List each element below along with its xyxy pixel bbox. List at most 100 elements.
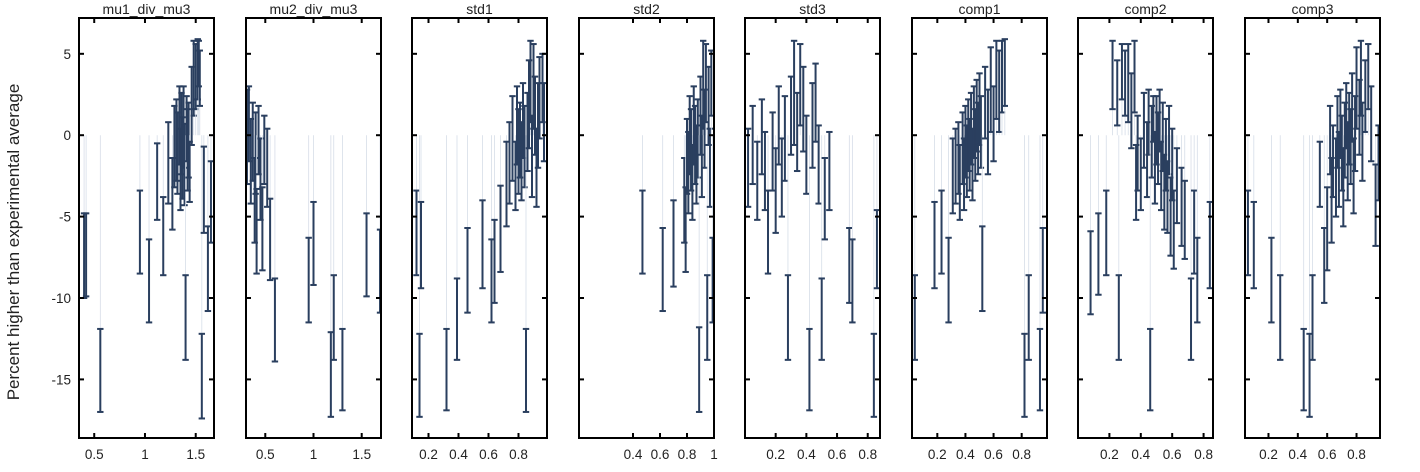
x-tick-label: 0.8 xyxy=(509,447,528,462)
x-tick-label: 0.8 xyxy=(1347,447,1366,462)
errorbar-point xyxy=(693,124,700,205)
errorbar-point xyxy=(540,82,547,163)
x-tick-label: 0.2 xyxy=(1100,447,1119,462)
errorbar-point xyxy=(1316,135,1324,208)
errorbar-point xyxy=(417,135,425,290)
errorbar-point xyxy=(938,135,945,275)
errorbar-point xyxy=(764,135,772,275)
errorbar-series xyxy=(745,39,880,418)
errorbar-point xyxy=(160,135,167,277)
x-tick-label: 0.6 xyxy=(1318,447,1337,462)
errorbar-point xyxy=(1157,135,1165,212)
errorbar-point xyxy=(1025,135,1032,361)
panel-frame xyxy=(411,17,548,439)
errorbar-point xyxy=(818,135,825,361)
errorbar-point xyxy=(97,135,104,413)
errorbar-point xyxy=(363,135,370,298)
errorbar-point xyxy=(185,101,192,179)
x-tick-label: 0.8 xyxy=(678,447,697,462)
x-tick-label: 0.4 xyxy=(956,447,975,462)
errorbar-point xyxy=(530,43,537,136)
panel-comp3: comp3 0.2 0.4 0.6 0.8 xyxy=(1244,1,1381,462)
y-tick-label: -5 xyxy=(59,210,71,225)
errorbar-point xyxy=(1036,135,1044,412)
errorbar-point xyxy=(749,104,756,186)
errorbar-point xyxy=(1109,39,1116,136)
errorbar-point xyxy=(815,124,822,205)
errorbar-point xyxy=(974,101,982,176)
errorbar-point xyxy=(639,135,646,275)
errorbar-point xyxy=(1131,39,1138,136)
y-tick-label: -10 xyxy=(51,291,71,306)
errorbar-point xyxy=(1140,91,1148,169)
x-tick-label: 0.8 xyxy=(1012,447,1031,462)
panel-title: mu1_div_mu3 xyxy=(103,1,191,17)
errorbar-point xyxy=(255,104,262,176)
errorbar-point xyxy=(1134,114,1141,192)
errorbar-point xyxy=(464,135,471,314)
errorbar-point xyxy=(1300,135,1307,412)
errorbar-point xyxy=(1145,88,1152,156)
errorbar-series xyxy=(1087,39,1213,412)
errorbar-point xyxy=(339,135,346,412)
errorbar-point xyxy=(695,135,703,413)
panel-title: std2 xyxy=(633,1,660,17)
errorbar-point xyxy=(800,65,807,153)
errorbar-series xyxy=(1245,39,1380,418)
errorbar-point xyxy=(1165,104,1173,176)
x-tick-label: 0.6 xyxy=(479,447,498,462)
x-tick-label: 0.4 xyxy=(1131,447,1150,462)
errorbar-point xyxy=(524,91,531,173)
errorbar-point xyxy=(995,49,1003,136)
errorbar-point xyxy=(963,124,971,199)
errorbar-point xyxy=(531,75,539,156)
errorbar-point xyxy=(305,135,312,324)
x-tick-label: 1 xyxy=(141,447,149,462)
x-tick-label: 0.5 xyxy=(85,447,104,462)
x-tick-label: 0.2 xyxy=(928,447,947,462)
errorbar-point xyxy=(778,135,786,218)
errorbar-point xyxy=(945,135,952,324)
errorbar-point xyxy=(1187,135,1195,361)
y-axis-title: Percent higher than experimental average xyxy=(4,84,23,401)
errorbar-point xyxy=(1190,135,1198,275)
errorbar-point xyxy=(987,46,994,136)
errorbar-point xyxy=(491,135,498,304)
panel-frame xyxy=(1244,17,1381,439)
errorbar-point xyxy=(955,121,962,195)
errorbar-point xyxy=(416,135,423,418)
errorbar-point xyxy=(1323,135,1331,272)
x-tick-label: 0.6 xyxy=(651,447,670,462)
errorbar-point xyxy=(266,135,274,282)
errorbar-point xyxy=(704,135,711,361)
panel-comp1: comp1 0.2 0.4 0.6 0.8 xyxy=(911,1,1048,462)
errorbar-point xyxy=(952,127,959,205)
errorbar-point xyxy=(200,135,208,234)
errorbar-point xyxy=(1194,135,1201,324)
panels: mu1_div_mu3 5 0 -5 -10 -15 0.5 1 1.5 mu2_div_mu3 0… xyxy=(51,1,1381,462)
errorbar-point xyxy=(784,135,792,361)
errorbar-point xyxy=(993,39,1000,136)
errorbar-point xyxy=(1321,135,1328,304)
x-tick-label: 1.5 xyxy=(186,447,205,462)
errorbar-point xyxy=(330,135,337,361)
errorbar-point xyxy=(998,39,1006,136)
panel-std1: std1 0.2 0.4 0.6 0.8 xyxy=(411,1,548,462)
x-tick-label: 0.4 xyxy=(797,447,816,462)
errorbar-point xyxy=(181,122,188,207)
panel-title: comp1 xyxy=(958,1,1000,17)
x-tick-label: 0.8 xyxy=(1194,447,1213,462)
errorbar-point xyxy=(1329,124,1337,199)
errorbar-point xyxy=(1114,59,1121,136)
x-tick-label: 0.2 xyxy=(1259,447,1278,462)
errorbar-point xyxy=(1170,135,1177,270)
errorbar-point xyxy=(803,114,810,195)
panel-frame xyxy=(911,17,1048,439)
errorbar-point xyxy=(252,111,259,195)
x-tick-label: 0.2 xyxy=(419,447,438,462)
errorbar-point xyxy=(1125,43,1132,136)
panel-title: std1 xyxy=(466,1,493,17)
panel-title: std3 xyxy=(799,1,826,17)
errorbar-point xyxy=(1087,135,1094,316)
